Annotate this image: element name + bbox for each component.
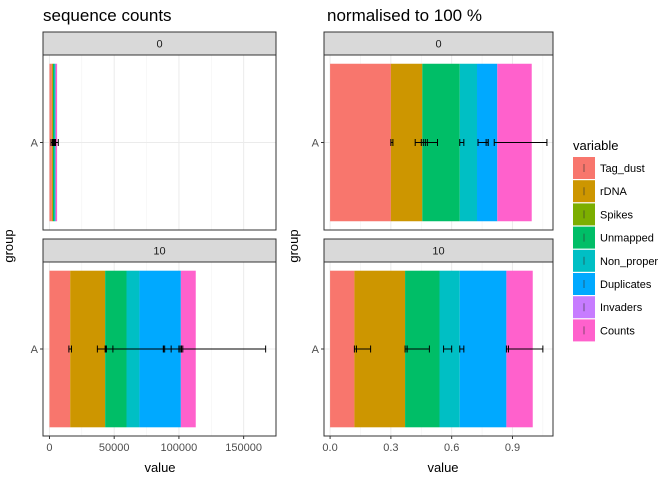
x-tick-label: 0 [46,442,52,454]
y-tick-label: A [312,344,320,356]
legend-label: Duplicates [600,279,652,291]
error-bar-counts [178,345,267,353]
error-bar-rdna [355,345,372,353]
x-axis-title: value [427,460,458,475]
legend-label: rDNA [600,186,628,198]
facet-panel-10: 10 A 0.0 0.3 0.6 0.9 [312,238,554,454]
chart-title: sequence counts [43,6,172,25]
legend-item-duplicates: Duplicates [573,273,652,295]
x-tick-label: 100000 [161,442,198,454]
error-bar-tag-dust [390,139,394,146]
legend-label: Non_proper [600,256,658,268]
y-axis-title: group [286,229,301,262]
bar-segment-tag-dust [49,270,71,428]
chart-title: normalised to 100 % [327,6,482,25]
legend-item-non-proper: Non_proper [573,249,658,272]
x-tick-label: 50000 [99,442,130,454]
bar-segment-non-proper [459,63,478,222]
error-bar-counts [493,139,548,146]
x-tick-label: 0.9 [505,442,520,454]
legend-label: Tag_dust [600,163,645,175]
x-tick-label: 0.0 [322,442,337,454]
error-bar-invaders [485,139,489,146]
error-bar-duplicates [459,345,465,353]
legend-item-tag-dust: Tag_dust [573,157,645,179]
x-axis-title: value [144,460,175,475]
error-bar-spikes [420,139,424,146]
legend-item-unmapped: Unmapped [573,226,654,249]
facet-panel-0: 0A [31,31,277,231]
x-tick-label: 150000 [225,442,262,454]
facet-label: 10 [153,246,165,258]
legend-label: Invaders [600,302,643,314]
error-bar-non-proper [443,345,453,353]
y-axis-title: group [1,229,16,262]
legend: variable Tag_dust rDNA Spikes Unmapped Non_pr… [573,138,658,342]
error-bar-tag-dust [68,345,72,353]
legend-item-invaders: Invaders [573,296,643,319]
y-tick-label: A [31,344,39,356]
legend-item-counts: Counts [573,319,635,342]
error-bar-unmapped [406,345,430,353]
legend-label: Unmapped [600,233,654,245]
facet-label: 10 [432,246,444,258]
legend-item-spikes: Spikes [573,203,634,226]
error-bar-non-proper [459,139,465,146]
bar-segment-duplicates [459,270,507,428]
error-bar-unmapped [424,139,438,146]
facet-panel-0: 0A [312,31,554,231]
error-bar-spikes [104,345,107,353]
bar-segment-tag-dust [330,270,355,428]
error-bar-counts [507,345,544,353]
error-bar-counts [54,139,59,146]
facet-label: 0 [435,39,441,51]
y-tick-label: A [31,138,39,150]
legend-item-rdna: rDNA [573,180,628,203]
bar-segment-tag-dust [330,63,391,222]
legend-label: Spikes [600,209,634,221]
legend-label: Counts [600,325,635,337]
x-tick-label: 0.3 [383,442,398,454]
x-tick-label: 0.6 [444,442,459,454]
y-tick-label: A [312,138,320,150]
facet-panel-10: 10 A 0 50000 100000 150000 [31,238,277,454]
facet-label: 0 [156,39,162,51]
legend-title: variable [573,138,619,153]
